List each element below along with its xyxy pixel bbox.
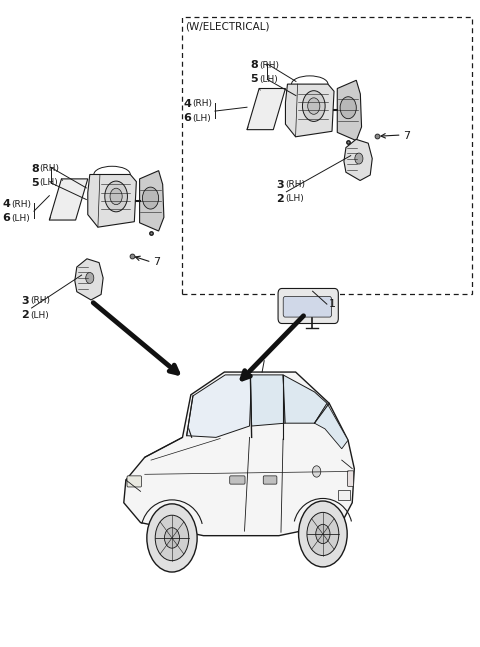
Polygon shape — [283, 375, 327, 423]
Text: 1: 1 — [329, 299, 336, 309]
FancyBboxPatch shape — [263, 476, 277, 484]
Circle shape — [110, 188, 122, 204]
Circle shape — [312, 466, 321, 477]
Polygon shape — [187, 375, 252, 437]
Text: (LH): (LH) — [192, 114, 211, 123]
Circle shape — [165, 528, 180, 548]
Text: (RH): (RH) — [30, 296, 50, 305]
Text: 6: 6 — [2, 214, 10, 223]
Text: (RH): (RH) — [40, 164, 60, 173]
Text: 7: 7 — [153, 257, 160, 267]
Text: 5: 5 — [250, 74, 258, 85]
Circle shape — [105, 181, 128, 212]
Polygon shape — [88, 175, 136, 227]
Polygon shape — [124, 372, 354, 536]
Text: (RH): (RH) — [285, 181, 305, 189]
Circle shape — [299, 501, 347, 567]
Circle shape — [147, 504, 197, 572]
Text: (LH): (LH) — [285, 194, 304, 203]
Circle shape — [143, 187, 158, 209]
Text: 8: 8 — [250, 60, 258, 71]
FancyBboxPatch shape — [230, 476, 245, 484]
Text: (LH): (LH) — [30, 311, 49, 320]
Polygon shape — [247, 89, 286, 129]
Text: (LH): (LH) — [40, 179, 59, 187]
Text: 6: 6 — [183, 113, 191, 123]
Text: (LH): (LH) — [11, 214, 30, 223]
Circle shape — [308, 98, 320, 115]
Circle shape — [316, 524, 330, 543]
FancyBboxPatch shape — [278, 289, 338, 324]
Circle shape — [302, 91, 325, 122]
Text: 3: 3 — [276, 180, 284, 190]
Text: 2: 2 — [22, 310, 29, 320]
Text: (RH): (RH) — [192, 100, 212, 109]
Text: 8: 8 — [31, 164, 39, 173]
Circle shape — [307, 512, 339, 556]
Circle shape — [155, 515, 189, 561]
Text: 5: 5 — [31, 178, 39, 188]
Polygon shape — [314, 403, 348, 449]
FancyBboxPatch shape — [127, 476, 142, 487]
Polygon shape — [337, 80, 361, 140]
Polygon shape — [344, 139, 372, 181]
Text: (W/ELECTRICAL): (W/ELECTRICAL) — [185, 21, 269, 31]
Circle shape — [340, 97, 356, 118]
Polygon shape — [49, 179, 88, 220]
Text: 4: 4 — [183, 99, 191, 109]
FancyBboxPatch shape — [283, 296, 332, 317]
Polygon shape — [251, 375, 285, 426]
Text: 3: 3 — [22, 296, 29, 306]
Text: 2: 2 — [276, 194, 284, 204]
Circle shape — [86, 272, 94, 283]
Polygon shape — [286, 84, 334, 137]
FancyBboxPatch shape — [348, 471, 354, 487]
Polygon shape — [140, 171, 164, 231]
Text: (LH): (LH) — [259, 75, 277, 84]
Bar — [337, 490, 350, 500]
Polygon shape — [75, 259, 103, 300]
Text: (RH): (RH) — [259, 61, 279, 70]
Text: (RH): (RH) — [11, 199, 31, 208]
Circle shape — [355, 153, 363, 164]
Text: 7: 7 — [403, 131, 410, 141]
Text: 4: 4 — [2, 199, 10, 209]
Bar — [181, 17, 472, 294]
